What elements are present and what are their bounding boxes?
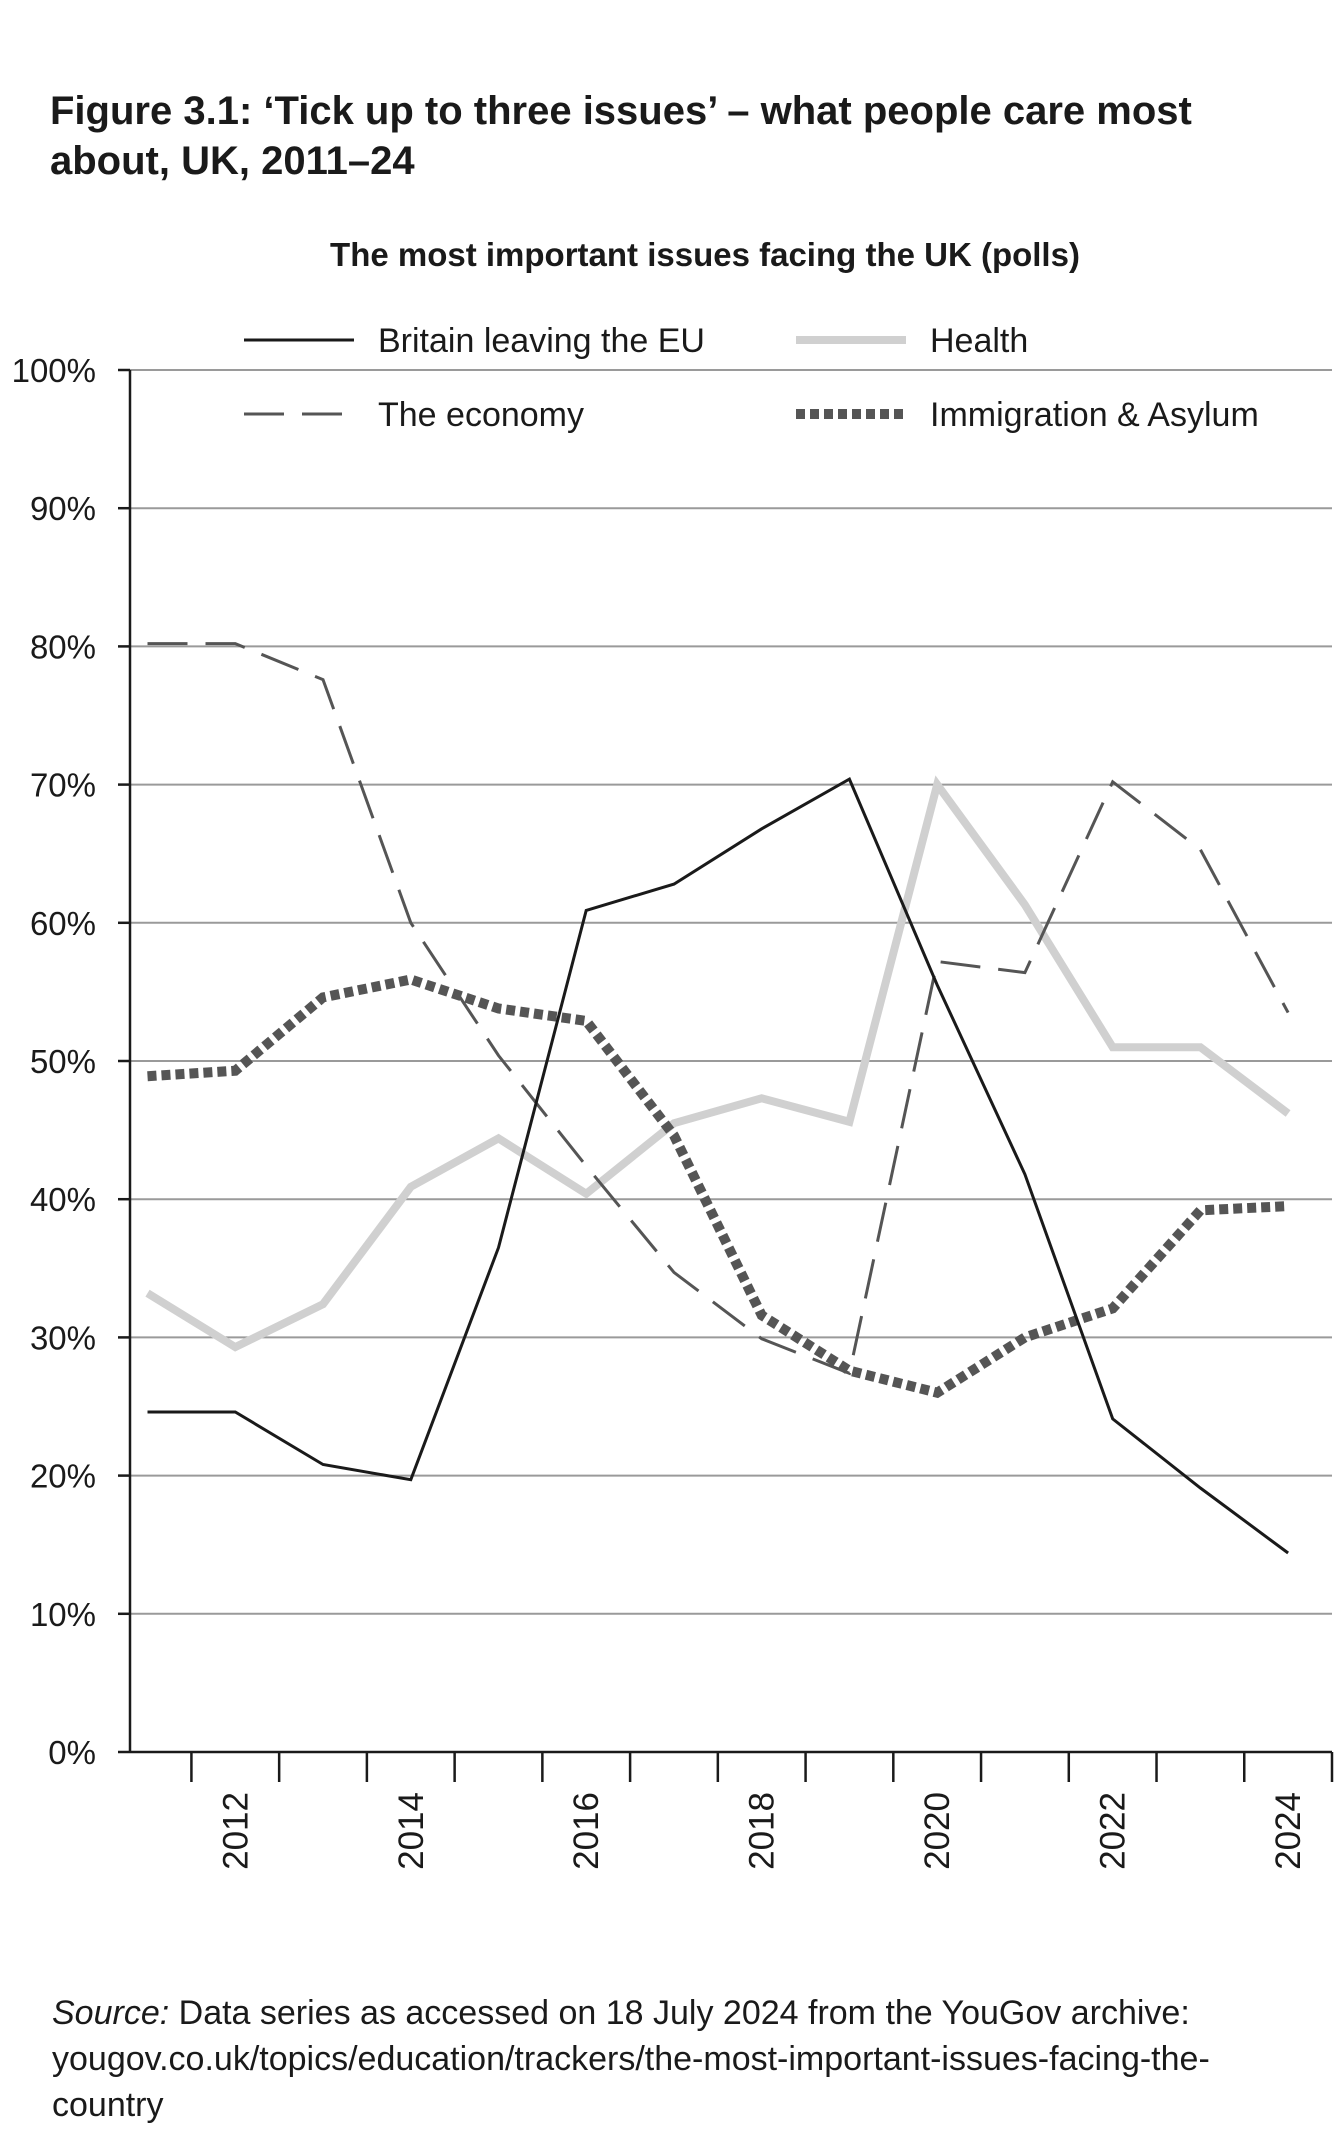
series-lines	[145, 642, 1291, 1555]
series-line	[147, 642, 1290, 1376]
x-axis-tick-labels: 2012 2014 2016 2018 2020 2022 2024	[216, 1792, 1308, 1870]
x-tick-label: 2022	[1094, 1792, 1133, 1870]
y-tick-label: 80%	[30, 628, 96, 665]
x-tick-label: 2014	[392, 1792, 431, 1870]
y-tick-label: 90%	[30, 490, 96, 527]
source-label: Source:	[52, 1994, 170, 2032]
y-tick-label: 50%	[30, 1043, 96, 1080]
series-line	[147, 974, 1289, 1399]
y-tick-label: 100%	[12, 352, 96, 389]
gridlines	[130, 369, 1332, 1615]
legend-label: Britain leaving the EU	[378, 322, 705, 360]
y-tick-label: 30%	[30, 1319, 96, 1356]
y-axis-tick-labels: 0% 10% 20% 30% 40% 50% 60% 70% 80% 90% 100%	[12, 352, 96, 1771]
x-tick-label: 2020	[918, 1792, 957, 1870]
y-tick-label: 0%	[48, 1734, 96, 1771]
x-tick-label: 2024	[1269, 1792, 1308, 1870]
x-tick-label: 2012	[216, 1792, 255, 1870]
series-line	[147, 776, 1289, 1555]
source-text: Data series as accessed on 18 July 2024 …	[52, 1994, 1210, 2124]
legend-label: Health	[930, 322, 1028, 360]
y-tick-label: 70%	[30, 767, 96, 804]
legend-label: The economy	[378, 396, 584, 434]
x-tick-label: 2016	[567, 1792, 606, 1870]
x-tick-label: 2018	[743, 1792, 782, 1870]
y-tick-label: 60%	[30, 905, 96, 942]
legend-label: Immigration & Asylum	[930, 396, 1259, 434]
figure-title: Figure 3.1: ‘Tick up to three issues’ – …	[50, 89, 1192, 183]
series-line	[145, 775, 1291, 1352]
axes	[118, 368, 1334, 1782]
y-tick-label: 20%	[30, 1458, 96, 1495]
chart-title: The most important issues facing the UK …	[330, 236, 1080, 273]
line-chart: The most important issues facing the UK …	[12, 236, 1334, 1870]
legend: Britain leaving the EU Health The economy I…	[244, 322, 1259, 434]
y-tick-label: 10%	[30, 1596, 96, 1633]
source-note: Source: Data series as accessed on 18 Ju…	[52, 1990, 1312, 2128]
y-tick-label: 40%	[30, 1181, 96, 1218]
